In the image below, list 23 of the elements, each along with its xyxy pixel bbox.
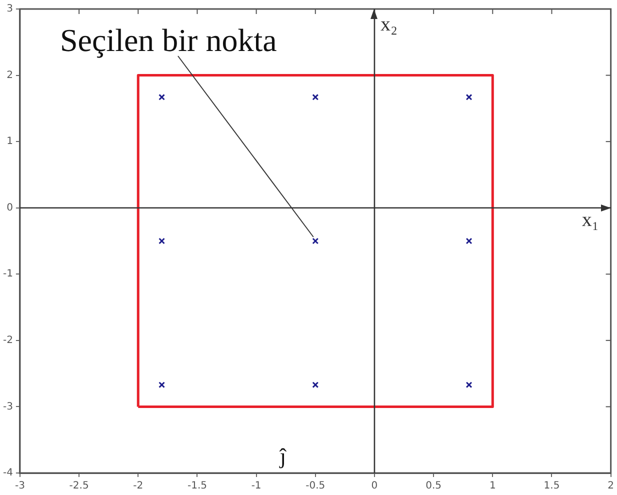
ref-line-label: x₂ bbox=[380, 13, 398, 36]
annotation: ĵ bbox=[278, 443, 287, 468]
y-tick-label: -2 bbox=[2, 335, 13, 346]
annotation: Seçilen bir nokta bbox=[60, 22, 277, 58]
x-tick-label: -2 bbox=[133, 480, 144, 492]
y-tick-label: 0 bbox=[6, 202, 13, 214]
x-tick-label: 0 bbox=[371, 480, 378, 492]
y-tick-label: 1 bbox=[6, 136, 13, 148]
x-tick-label: 0.5 bbox=[426, 480, 442, 492]
y-tick-label: -1 bbox=[2, 268, 13, 280]
x-tick-label: -3 bbox=[14, 480, 25, 492]
y-tick-label: -4 bbox=[2, 468, 13, 479]
x-tick-label: -1.5 bbox=[187, 480, 207, 492]
y-tick-label: -3 bbox=[2, 401, 13, 412]
y-tick-label: 3 bbox=[6, 4, 13, 15]
x-tick-label: 1.5 bbox=[544, 480, 560, 492]
x-tick-label: 1 bbox=[489, 480, 496, 492]
y-tick-label: 2 bbox=[6, 70, 13, 81]
ref-line-label: x₁ bbox=[582, 209, 599, 232]
x-tick-label: 2 bbox=[608, 480, 614, 492]
x-tick-label: -1 bbox=[251, 480, 262, 492]
x-tick-label: -0.5 bbox=[306, 480, 326, 492]
x-tick-label: -2.5 bbox=[69, 480, 89, 492]
